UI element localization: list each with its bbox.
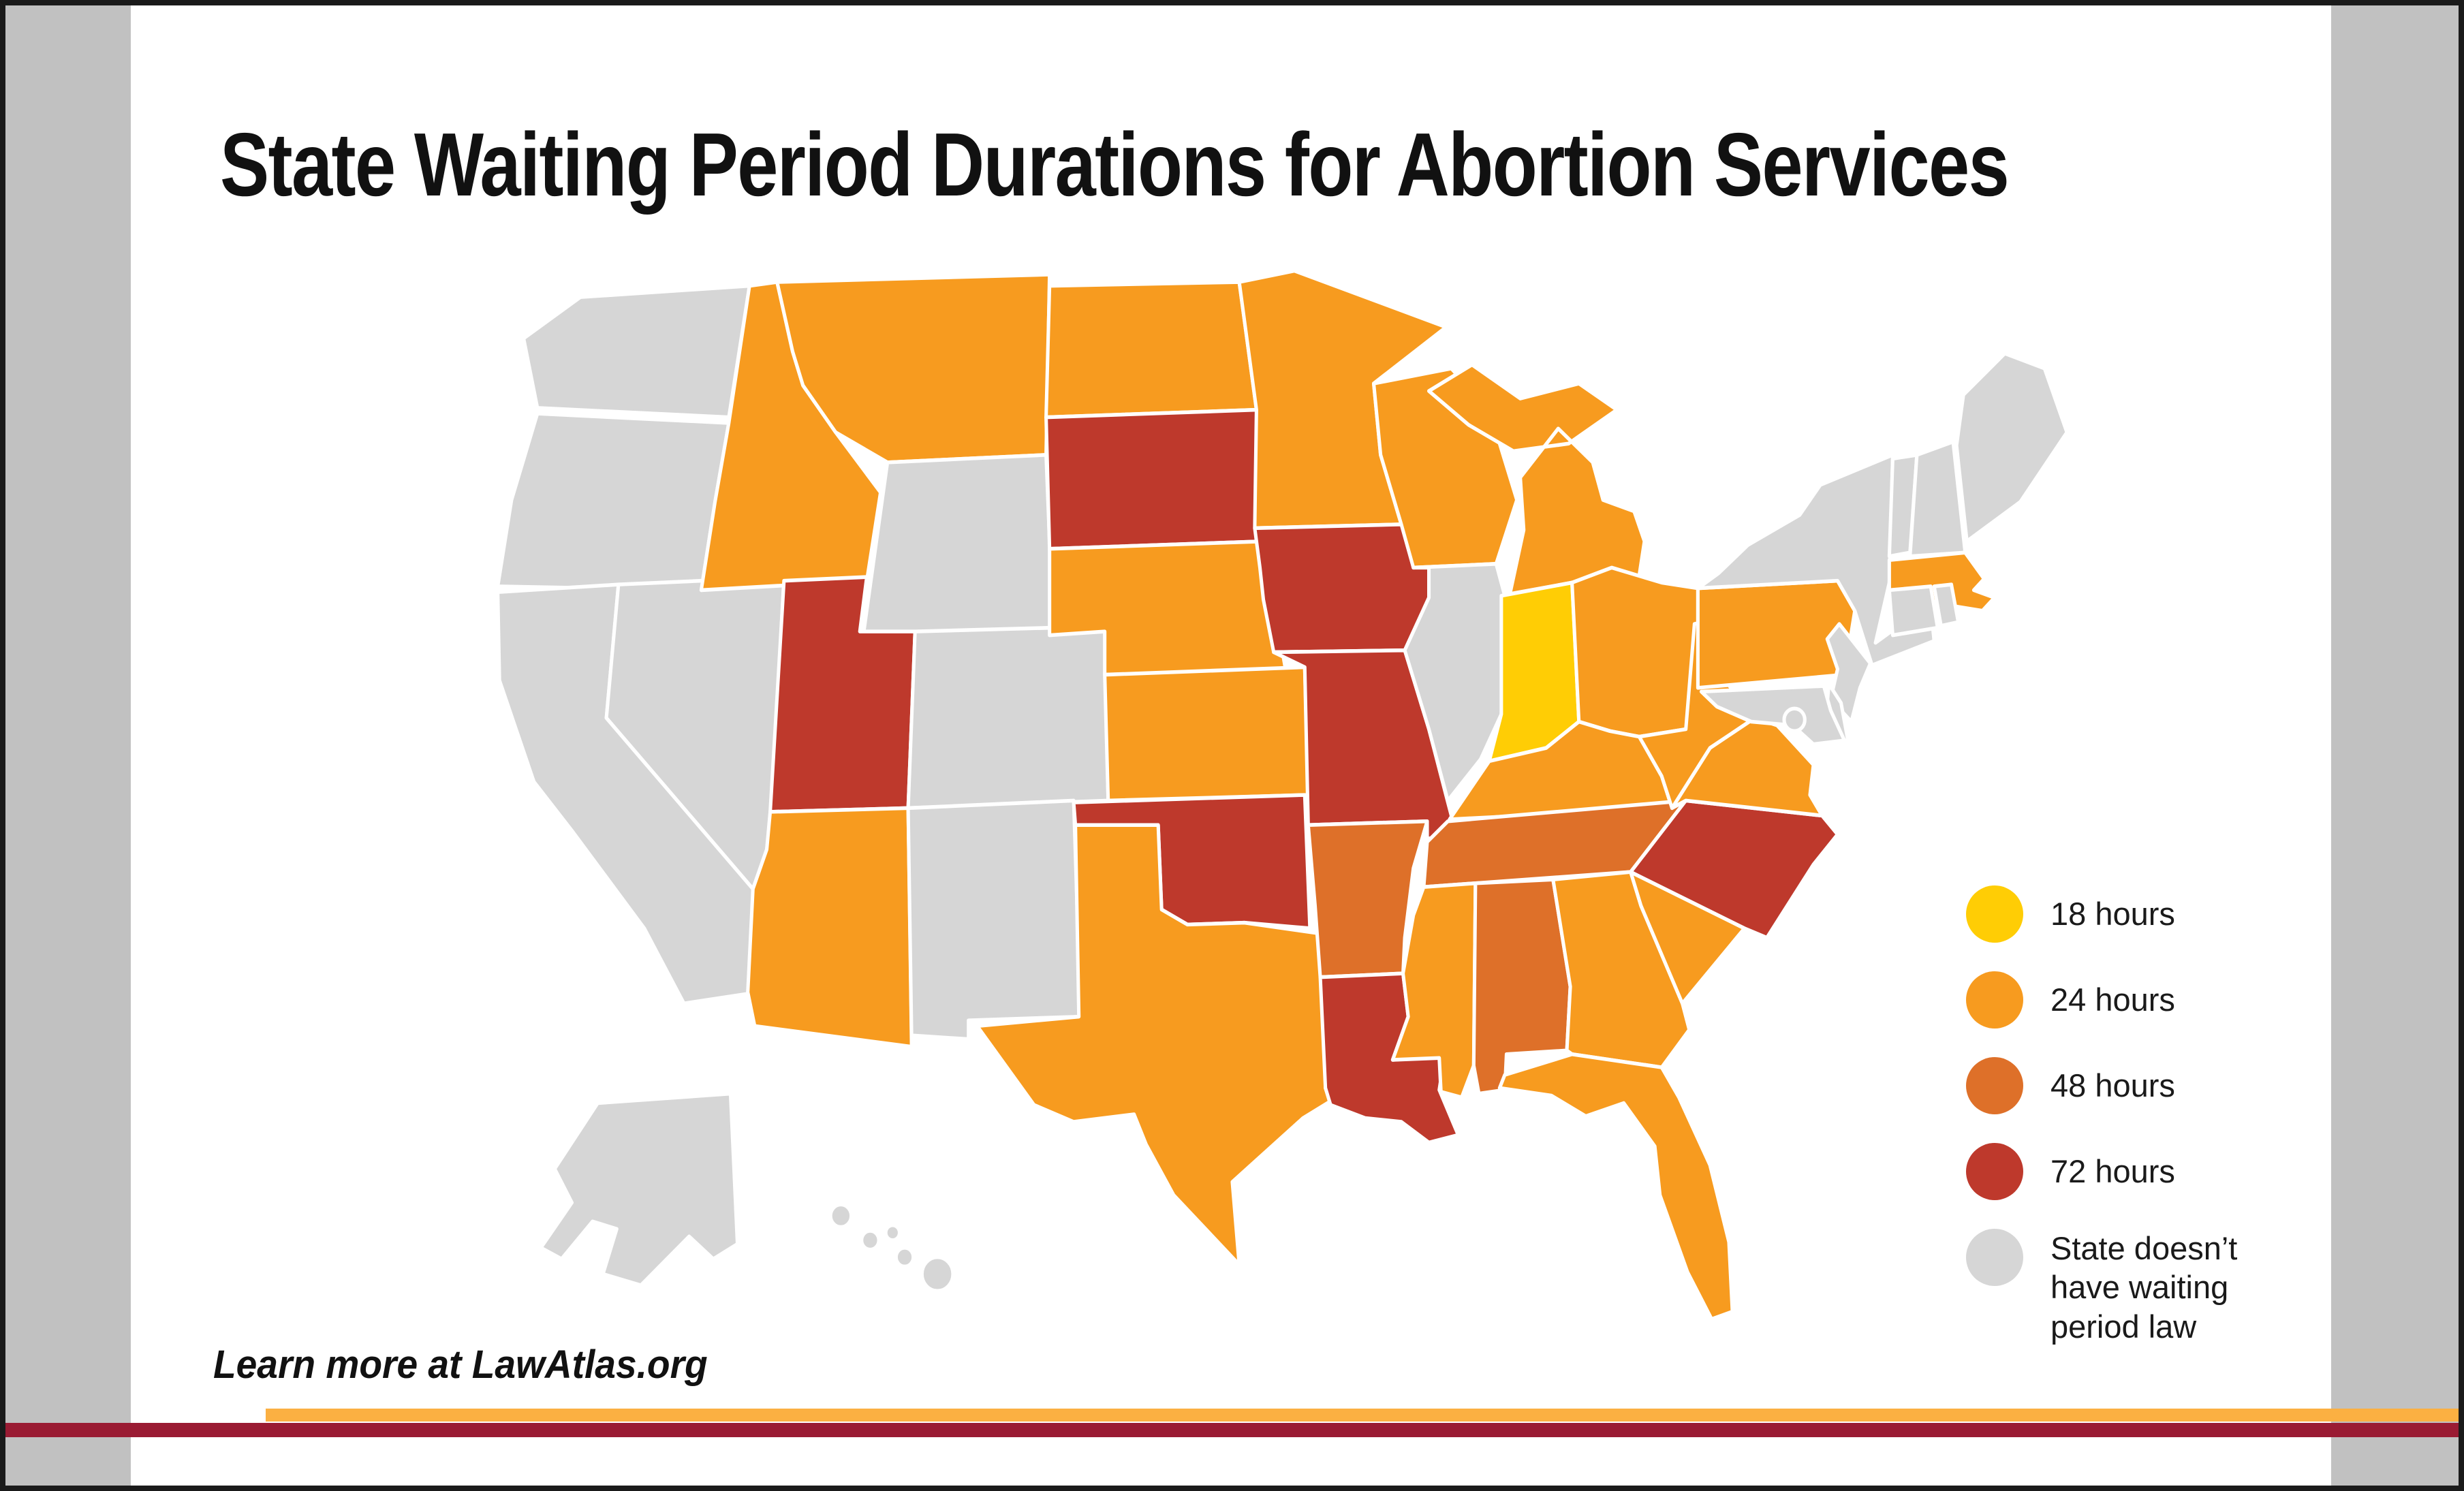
state-north-dakota xyxy=(1044,280,1258,420)
legend-swatch-24-hours xyxy=(1966,971,2023,1029)
map-legend: 18 hours 24 hours 48 hours 72 hours Stat… xyxy=(1966,885,2388,1375)
state-michigan xyxy=(1427,362,1647,596)
state-colorado xyxy=(906,622,1110,811)
source-note: Learn more at LawAtlas.org xyxy=(213,1343,708,1387)
page-title: State Waiting Period Durations for Abort… xyxy=(220,114,2010,215)
state-florida xyxy=(1497,1052,1734,1321)
legend-label: 72 hours xyxy=(2050,1153,2175,1190)
state-illinois xyxy=(1403,562,1507,803)
state-iowa xyxy=(1253,522,1431,655)
state-south-dakota xyxy=(1044,407,1266,551)
state-hawaii xyxy=(828,1202,955,1293)
state-alaska xyxy=(539,1091,740,1287)
legend-swatch-72-hours xyxy=(1966,1143,2023,1200)
state-texas xyxy=(975,823,1332,1267)
legend-item-72-hours: 72 hours xyxy=(1966,1143,2388,1200)
state-north-carolina xyxy=(1629,798,1839,940)
state-ohio xyxy=(1570,565,1700,739)
state-new-york xyxy=(1696,453,1936,668)
state-maine xyxy=(1954,351,2069,544)
state-wyoming xyxy=(861,453,1055,638)
legend-swatch-no-law xyxy=(1966,1229,2023,1286)
right-margin-strip xyxy=(2331,5,2459,1486)
legend-item-24-hours: 24 hours xyxy=(1966,971,2388,1029)
accent-bar-orange xyxy=(266,1409,2459,1422)
legend-label: State doesn’t have waiting period law xyxy=(2050,1230,2238,1345)
legend-label: 24 hours xyxy=(2050,982,2175,1018)
legend-label: 18 hours xyxy=(2050,896,2175,932)
state-new-mexico xyxy=(906,798,1082,1041)
legend-label: 48 hours xyxy=(2050,1067,2175,1104)
state-arizona xyxy=(746,806,914,1049)
us-choropleth-map xyxy=(496,268,2069,1321)
state-oregon xyxy=(496,411,731,593)
legend-swatch-18-hours xyxy=(1966,885,2023,943)
state-connecticut xyxy=(1887,584,1939,638)
left-margin-strip xyxy=(5,5,131,1486)
state-arkansas xyxy=(1306,819,1429,979)
legend-item-48-hours: 48 hours xyxy=(1966,1057,2388,1114)
legend-item-18-hours: 18 hours xyxy=(1966,885,2388,943)
accent-bar-maroon xyxy=(5,1423,2459,1437)
state-maryland xyxy=(1699,684,1847,747)
state-rhode-island xyxy=(1932,582,1961,628)
state-washington xyxy=(522,283,751,420)
legend-item-no-law: State doesn’t have waiting period law xyxy=(1966,1229,2388,1346)
state-kansas xyxy=(1103,665,1310,803)
legend-swatch-48-hours xyxy=(1966,1057,2023,1114)
state-district-of-columbia xyxy=(1782,706,1807,734)
